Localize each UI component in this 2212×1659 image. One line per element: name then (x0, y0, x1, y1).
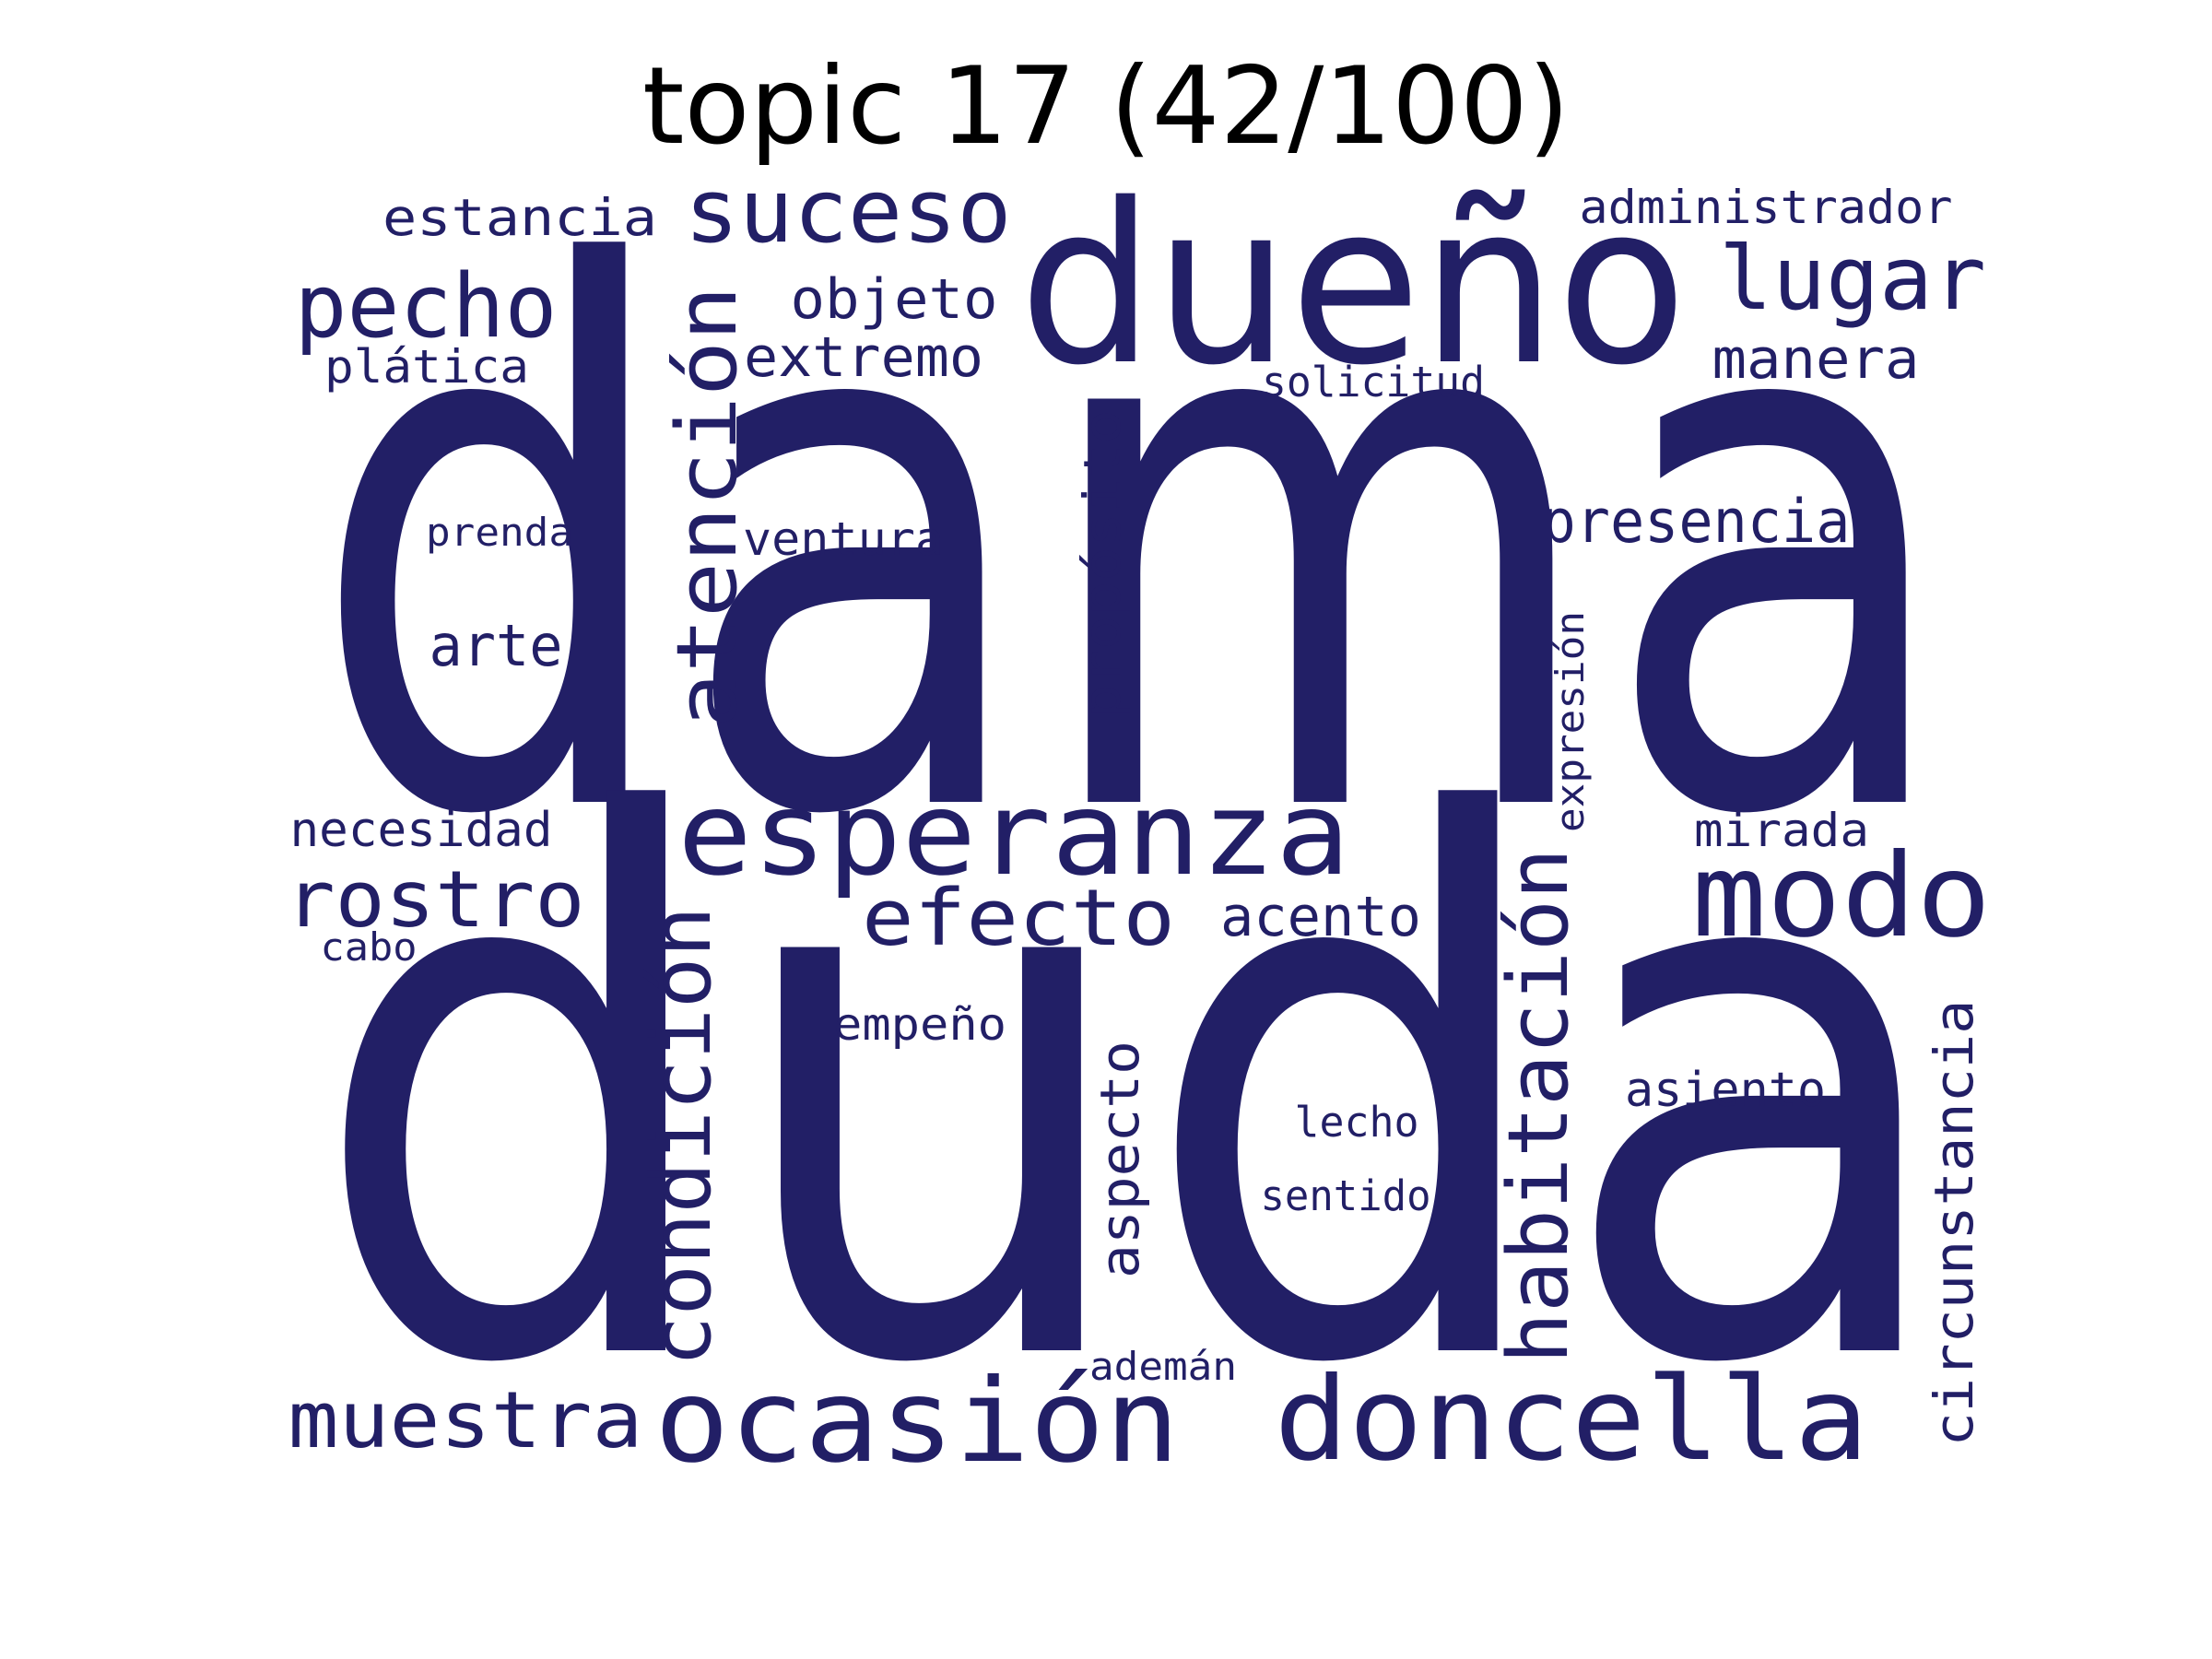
word-doncella: doncella (1275, 1353, 1869, 1487)
word-proposito: propósito (1073, 410, 1132, 719)
word-muestra: muestra (288, 1375, 643, 1466)
word-extremo: extremo (744, 325, 983, 390)
word-arte: arte (429, 612, 563, 679)
word-platica: plática (324, 340, 529, 394)
word-asiento: asiento (1625, 1063, 1826, 1118)
word-manera: manera (1712, 327, 1920, 392)
word-modo: modo (1692, 830, 1992, 963)
word-solicitud: solicitud (1262, 358, 1485, 406)
word-prenda: prenda (426, 510, 573, 555)
word-lecho: lecho (1295, 1098, 1419, 1147)
word-aspecto: aspecto (1088, 1041, 1151, 1278)
word-expresion: expresión (1547, 611, 1593, 832)
word-ademan: ademán (1089, 1344, 1237, 1389)
word-ventura: ventura (743, 512, 944, 566)
word-sentido: sentido (1261, 1171, 1431, 1220)
word-cabo: cabo (321, 924, 418, 970)
word-empeno: empeño (833, 999, 1006, 1051)
word-pecho: pecho (295, 256, 558, 358)
word-ocasion: ocasión (654, 1355, 1180, 1488)
word-presencia: presencia (1542, 488, 1851, 557)
word-lugar: lugar (1719, 229, 1986, 330)
word-objeto: objeto (791, 267, 998, 332)
word-estancia: estancia (382, 188, 657, 247)
word-circunstancia: circunstancia (1923, 1000, 1985, 1447)
figure-title: topic 17 (42/100) (641, 44, 1571, 169)
word-suceso: suceso (685, 161, 1012, 263)
word-administrador: administrador (1580, 181, 1953, 234)
word-acento: acento (1220, 885, 1421, 949)
word-dueno: dueño (1019, 156, 1688, 414)
word-condicion: condición (633, 906, 730, 1367)
word-duda: duda (309, 665, 1959, 1524)
word-esperanza: esperanza (677, 768, 1350, 901)
word-atencion: atención (659, 286, 756, 728)
word-habitacion: habitación (1490, 848, 1587, 1364)
word-dama: dama (309, 117, 1959, 976)
word-necesidad: necesidad (290, 803, 553, 858)
word-rostro: rostro (286, 854, 585, 946)
word-mirada: mirada (1694, 804, 1869, 857)
word-efecto: efecto (862, 873, 1175, 964)
